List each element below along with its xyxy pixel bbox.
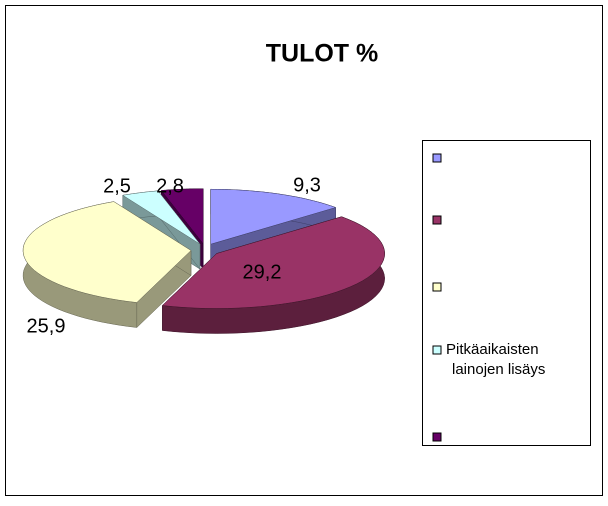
slice (210, 188, 337, 245)
legend-marker (432, 432, 442, 442)
slice (122, 190, 201, 245)
legend-label: Pitkäaikaisten lainojen lisäys (446, 341, 545, 378)
slice (22, 201, 192, 303)
legend-label-line: Pitkäaikaisten (446, 341, 539, 358)
legend-label-line: lainojen lisäys (452, 361, 545, 378)
slice (160, 188, 204, 245)
legend-box (422, 140, 591, 446)
slice (22, 201, 192, 329)
data-label: 2,5 (103, 175, 131, 197)
data-label: 2,8 (156, 175, 184, 197)
slice (161, 216, 385, 334)
legend-marker (432, 282, 442, 292)
legend-marker (432, 215, 442, 225)
legend-marker (432, 153, 442, 163)
data-label: 25,9 (27, 315, 66, 337)
data-label: 29,2 (243, 261, 282, 283)
data-label: 9,3 (293, 174, 321, 196)
legend-marker (432, 345, 442, 355)
slice (161, 216, 385, 309)
chart-title: TULOT % (266, 40, 379, 68)
